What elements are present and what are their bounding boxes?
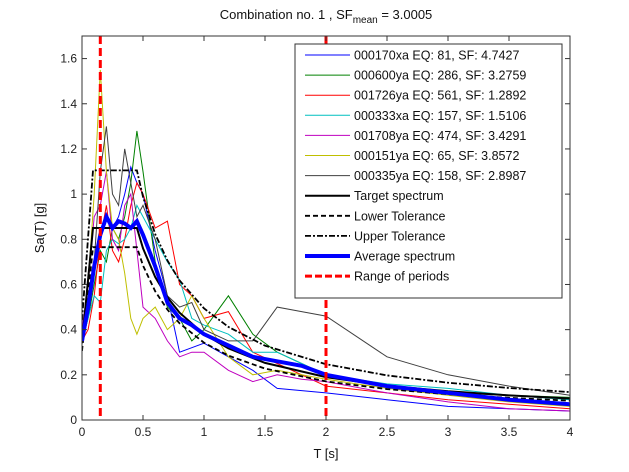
legend-label: 001726ya EQ: 561, SF: 1.2892: [354, 89, 526, 103]
legend-label: Lower Tolerance: [354, 209, 446, 223]
legend-item-target: Target spectrum: [305, 189, 444, 203]
legend-label: Upper Tolerance: [354, 229, 446, 243]
axis-ticks: 0 0.5 1 1.5 2 2.5 3 3.5 4 0 0.2 0.4 0.6 0.8 1 1.2 1.4 1.6: [60, 36, 574, 439]
y-tick-label: 0.4: [60, 323, 77, 337]
legend-label: 000333xa EQ: 157, SF: 1.5106: [354, 109, 526, 123]
legend-label: 000151ya EQ: 65, SF: 3.8572: [354, 149, 519, 163]
legend-item-record-6: 000335ya EQ: 158, SF: 2.8987: [305, 169, 526, 183]
legend-item-lower-tolerance: Lower Tolerance: [305, 209, 446, 223]
legend-item-upper-tolerance: Upper Tolerance: [305, 229, 446, 243]
legend-item-range: Range of periods: [305, 270, 449, 284]
y-tick-label: 0.2: [60, 368, 77, 382]
legend: 000170xa EQ: 81, SF: 4.7427 000600ya EQ: …: [294, 43, 563, 299]
legend-label: Average spectrum: [354, 250, 455, 264]
x-axis-label: T [s]: [313, 446, 338, 461]
y-tick-label: 0.6: [60, 277, 77, 291]
legend-item-record-4: 001708ya EQ: 474, SF: 3.4291: [305, 129, 526, 143]
legend-label: Range of periods: [354, 270, 449, 284]
x-tick-label: 2.5: [379, 425, 396, 439]
x-tick-label: 3: [445, 425, 452, 439]
legend-label: Target spectrum: [354, 189, 444, 203]
x-tick-label: 3.5: [501, 425, 518, 439]
x-tick-label: 4: [567, 425, 574, 439]
y-tick-label: 1: [70, 187, 77, 201]
legend-label: 001708ya EQ: 474, SF: 3.4291: [354, 129, 526, 143]
legend-item-record-0: 000170xa EQ: 81, SF: 4.7427: [305, 49, 519, 63]
x-tick-label: 0: [79, 425, 86, 439]
upper-tolerance-line: [82, 169, 570, 393]
legend-item-record-3: 000333xa EQ: 157, SF: 1.5106: [305, 109, 526, 123]
y-tick-label: 0: [70, 413, 77, 427]
y-tick-label: 1.4: [60, 97, 77, 111]
legend-item-average: Average spectrum: [305, 250, 455, 264]
legend-label: 000170xa EQ: 81, SF: 4.7427: [354, 49, 519, 63]
x-tick-label: 0.5: [135, 425, 152, 439]
y-tick-label: 0.8: [60, 232, 77, 246]
x-tick-label: 2: [323, 425, 330, 439]
legend-label: 000335ya EQ: 158, SF: 2.8987: [354, 169, 526, 183]
legend-item-record-1: 000600ya EQ: 286, SF: 3.2759: [305, 69, 526, 83]
y-axis-label: Sa(T) [g]: [32, 203, 47, 254]
legend-item-record-5: 000151ya EQ: 65, SF: 3.8572: [305, 149, 519, 163]
y-tick-label: 1.2: [60, 142, 77, 156]
plot-area: [82, 36, 570, 420]
x-tick-label: 1.5: [257, 425, 274, 439]
y-tick-label: 1.6: [60, 52, 77, 66]
x-tick-label: 1: [201, 425, 208, 439]
chart-title: Combination no. 1 , SFmean = 3.0005: [220, 7, 433, 26]
legend-label: 000600ya EQ: 286, SF: 3.2759: [354, 69, 526, 83]
legend-item-record-2: 001726ya EQ: 561, SF: 1.2892: [305, 89, 526, 103]
